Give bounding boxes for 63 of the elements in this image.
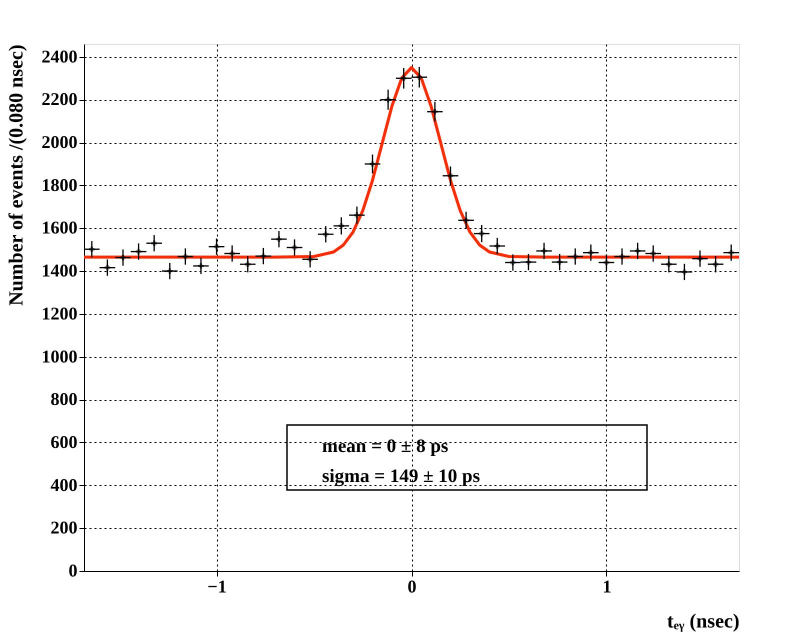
- point: [260, 253, 266, 259]
- point: [448, 173, 454, 178]
- point: [89, 246, 95, 252]
- annotation: sigma = 149 ± 10 ps: [322, 466, 480, 487]
- y-tick-label: 1600: [42, 218, 78, 238]
- point: [245, 261, 250, 267]
- y-tick-label: 1200: [42, 303, 78, 324]
- y-tick-label: 400: [50, 474, 78, 495]
- point: [338, 223, 344, 229]
- point: [541, 248, 547, 254]
- point: [494, 243, 500, 249]
- y-tick-label: 1400: [42, 260, 78, 281]
- point: [556, 259, 562, 265]
- point: [229, 250, 235, 256]
- x-axis-title: tₑᵧ (nsec): [667, 610, 740, 632]
- point: [478, 230, 484, 236]
- y-tick-label: 1800: [42, 174, 78, 195]
- point: [322, 231, 328, 237]
- point: [370, 161, 376, 167]
- y-tick-label: 0: [68, 560, 78, 580]
- x-tick-label: 0: [408, 576, 416, 596]
- point: [354, 212, 360, 218]
- line-series: [82, 66, 740, 259]
- y-axis-title: Number of events /(0.080 nsec): [6, 44, 28, 306]
- annotation: mean = 0 ± 8 ps: [322, 436, 448, 457]
- point: [292, 244, 298, 250]
- y-tick-label: 1000: [42, 346, 78, 366]
- point: [619, 254, 625, 260]
- point: [728, 250, 734, 256]
- point: [510, 260, 516, 266]
- point: [182, 254, 188, 260]
- y-tick-label: 2400: [42, 46, 78, 66]
- y-tick-label: 600: [50, 432, 78, 452]
- point: [604, 260, 610, 266]
- point: [697, 256, 703, 262]
- point: [136, 248, 142, 254]
- point: [214, 244, 220, 250]
- point: [198, 263, 204, 269]
- x-tick-label: 1: [602, 576, 612, 596]
- y-tick-label: 2000: [42, 132, 78, 152]
- point: [416, 74, 422, 80]
- point: [151, 240, 157, 246]
- point: [650, 250, 656, 256]
- y-tick-label: 200: [50, 518, 78, 538]
- point: [682, 269, 688, 275]
- point: [666, 261, 672, 267]
- point: [463, 218, 469, 224]
- point: [167, 268, 173, 274]
- point: [432, 108, 438, 114]
- point: [276, 236, 282, 242]
- x-tick-label: −1: [207, 576, 227, 596]
- point: [634, 248, 640, 254]
- point: [526, 259, 532, 265]
- y-tick-label: 2200: [42, 89, 78, 110]
- point: [400, 76, 406, 82]
- point: [572, 254, 578, 260]
- point: [120, 254, 126, 260]
- point: [385, 96, 391, 102]
- point: [104, 264, 110, 270]
- point: [712, 261, 718, 267]
- point: [307, 256, 313, 262]
- y-tick-label: 800: [50, 389, 78, 410]
- point: [588, 250, 594, 256]
